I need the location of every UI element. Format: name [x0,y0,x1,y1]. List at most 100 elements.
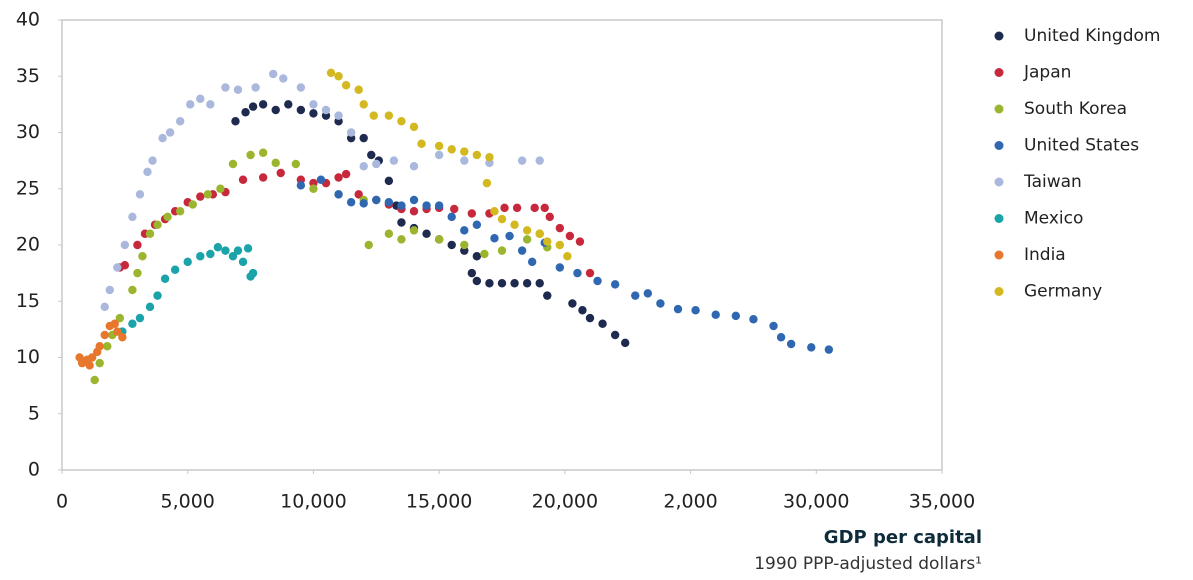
data-point [384,111,394,120]
data-point [279,74,288,83]
data-point [228,252,238,261]
data-point [578,306,587,315]
plot-frame [61,19,943,471]
data-point [165,128,175,137]
data-point [100,330,109,340]
data-point [334,72,343,81]
y-tick-label: 5 [28,402,40,424]
data-point [213,243,223,252]
x-tick-label: 5,000 [161,491,215,513]
data-point [434,141,444,151]
data-point [354,190,363,199]
legend-swatch [994,31,1004,41]
data-point [248,268,258,278]
data-point [447,145,456,154]
legend-label: United States [1024,136,1139,156]
data-point [731,311,741,321]
data-point [397,218,406,227]
data-point [334,190,343,199]
x-axis-title: GDP per capital [824,527,982,548]
data-point [95,358,104,368]
data-point [460,156,469,165]
data-point [749,315,758,324]
data-point [246,150,255,160]
legend-label: Germany [1024,282,1102,302]
data-point [517,156,527,165]
data-point [585,268,595,278]
data-point [610,280,620,289]
data-point [216,184,225,193]
data-point [113,263,122,272]
data-point [711,310,720,319]
data-point [543,237,552,246]
data-point [105,285,114,295]
data-point [221,246,230,255]
data-point [517,246,527,255]
data-point [85,361,94,370]
data-point [573,268,582,278]
data-point [369,111,378,120]
data-point [656,299,665,308]
data-point [233,85,243,94]
data-point [372,159,381,169]
x-tick-label: 15,000 [406,491,472,513]
legend-label: South Korea [1024,99,1127,119]
data-point [186,100,195,109]
data-point [384,229,394,238]
data-point [555,223,565,233]
x-tick-label: 20,000 [532,491,598,513]
data-point [409,122,419,132]
data-point [231,117,240,126]
y-tick-label: 0 [28,459,40,481]
data-point [467,268,477,278]
data-point [555,263,565,272]
data-point [95,342,104,351]
data-point [593,276,602,286]
data-point [90,375,99,385]
data-point [341,169,351,179]
data-point [133,268,142,278]
data-point [397,117,406,126]
data-point [691,306,700,315]
legend-swatch [994,104,1004,114]
data-point [148,156,157,165]
data-point [786,339,796,349]
data-point [128,319,137,328]
y-tick-label: 10 [16,346,40,368]
data-point [643,289,653,298]
data-point [196,94,205,103]
data-point [203,190,213,199]
x-tick-label: 30,000 [783,491,849,513]
data-point [555,240,565,250]
data-point [138,252,147,261]
data-point [120,261,130,270]
data-point [113,327,122,336]
data-point [258,148,268,157]
data-point [472,220,482,229]
data-point [510,279,519,288]
data-point [417,139,426,148]
data-point [359,100,368,109]
data-point [170,265,180,274]
x-tick-label: 35,000 [909,491,975,513]
data-point [543,291,552,300]
data-point [316,175,326,184]
data-point [135,313,145,323]
data-point [359,199,368,208]
data-point [384,176,394,186]
data-point [233,246,243,255]
legend-label: Mexico [1024,209,1083,229]
data-point [153,220,162,229]
data-point [497,214,507,224]
data-point [153,291,162,300]
x-tick-label: 10,000 [280,491,346,513]
data-point [359,133,368,143]
data-point [364,240,373,250]
data-point [334,111,343,120]
data-point [409,162,419,171]
data-point [135,190,145,199]
data-point [460,147,469,156]
data-point [535,279,544,288]
x-tick-label: 2,000 [663,491,717,513]
y-tick-label: 20 [16,234,40,256]
